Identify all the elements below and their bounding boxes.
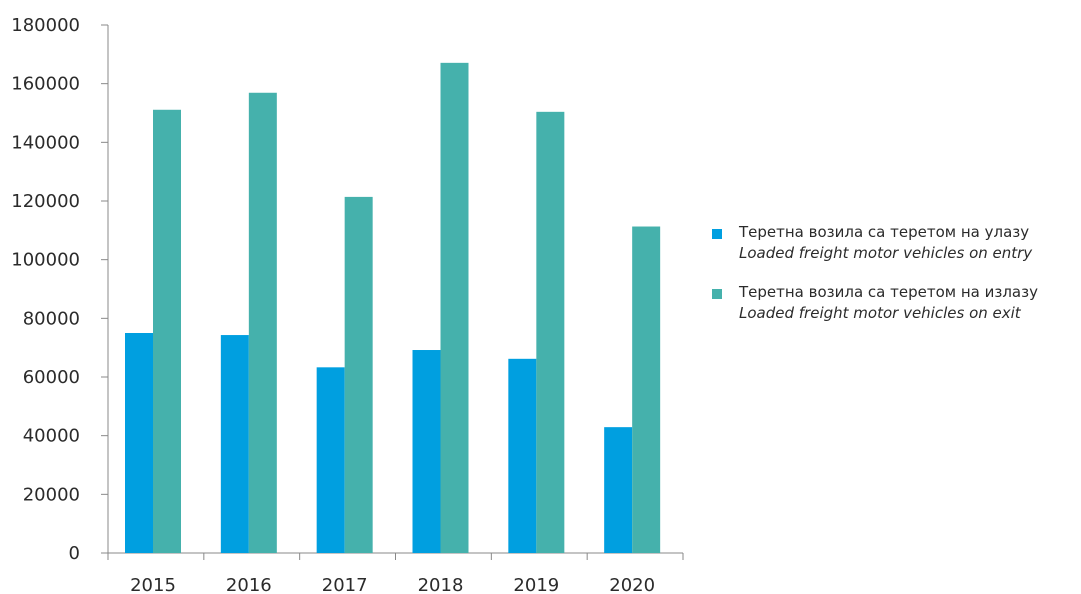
bar-entry-2018 xyxy=(412,350,441,553)
bar-exit-2016 xyxy=(248,92,277,553)
x-tick-label: 2015 xyxy=(130,575,176,594)
bar-entry-2016 xyxy=(220,335,249,553)
y-tick-label: 80000 xyxy=(23,308,80,329)
y-tick-label: 0 xyxy=(69,543,80,564)
bar-entry-2020 xyxy=(604,427,633,553)
legend-item-exit: Теретна возила са теретом на излазу Load… xyxy=(712,282,1077,324)
legend: Теретна возила са теретом на улазу Loade… xyxy=(712,222,1077,342)
y-tick-label: 100000 xyxy=(11,250,80,271)
y-tick-label: 20000 xyxy=(23,484,80,505)
legend-label-entry: Теретна возила са теретом на улазу xyxy=(739,223,1030,241)
y-tick-label: 120000 xyxy=(11,191,80,212)
y-tick-label: 40000 xyxy=(23,426,80,447)
x-tick-label: 2016 xyxy=(226,575,272,594)
bar-exit-2019 xyxy=(536,111,565,554)
bar-entry-2017 xyxy=(316,367,345,553)
legend-sublabel-entry: Loaded freight motor vehicles on entry xyxy=(739,244,1033,262)
y-tick-label: 180000 xyxy=(11,15,80,36)
legend-label-exit: Теретна возила са теретом на излазу xyxy=(739,283,1038,301)
y-tick-label: 140000 xyxy=(11,132,80,153)
bar-entry-2019 xyxy=(508,358,537,553)
bar-exit-2017 xyxy=(344,196,373,554)
x-tick-label: 2018 xyxy=(418,575,464,594)
legend-item-entry: Теретна возила са теретом на улазу Loade… xyxy=(712,222,1077,264)
bar-entry-2015 xyxy=(125,333,153,553)
bar-exit-2018 xyxy=(440,62,469,554)
bar-exit-2020 xyxy=(632,226,661,553)
legend-swatch-exit xyxy=(712,289,722,299)
x-tick-label: 2019 xyxy=(513,575,559,594)
legend-sublabel-exit: Loaded freight motor vehicles on exit xyxy=(739,304,1021,322)
y-tick-label: 60000 xyxy=(23,367,80,388)
y-tick-label: 160000 xyxy=(11,74,80,95)
legend-swatch-entry xyxy=(712,229,722,239)
x-tick-label: 2020 xyxy=(609,575,655,594)
bar-exit-2015 xyxy=(153,109,181,554)
x-tick-label: 2017 xyxy=(322,575,368,594)
